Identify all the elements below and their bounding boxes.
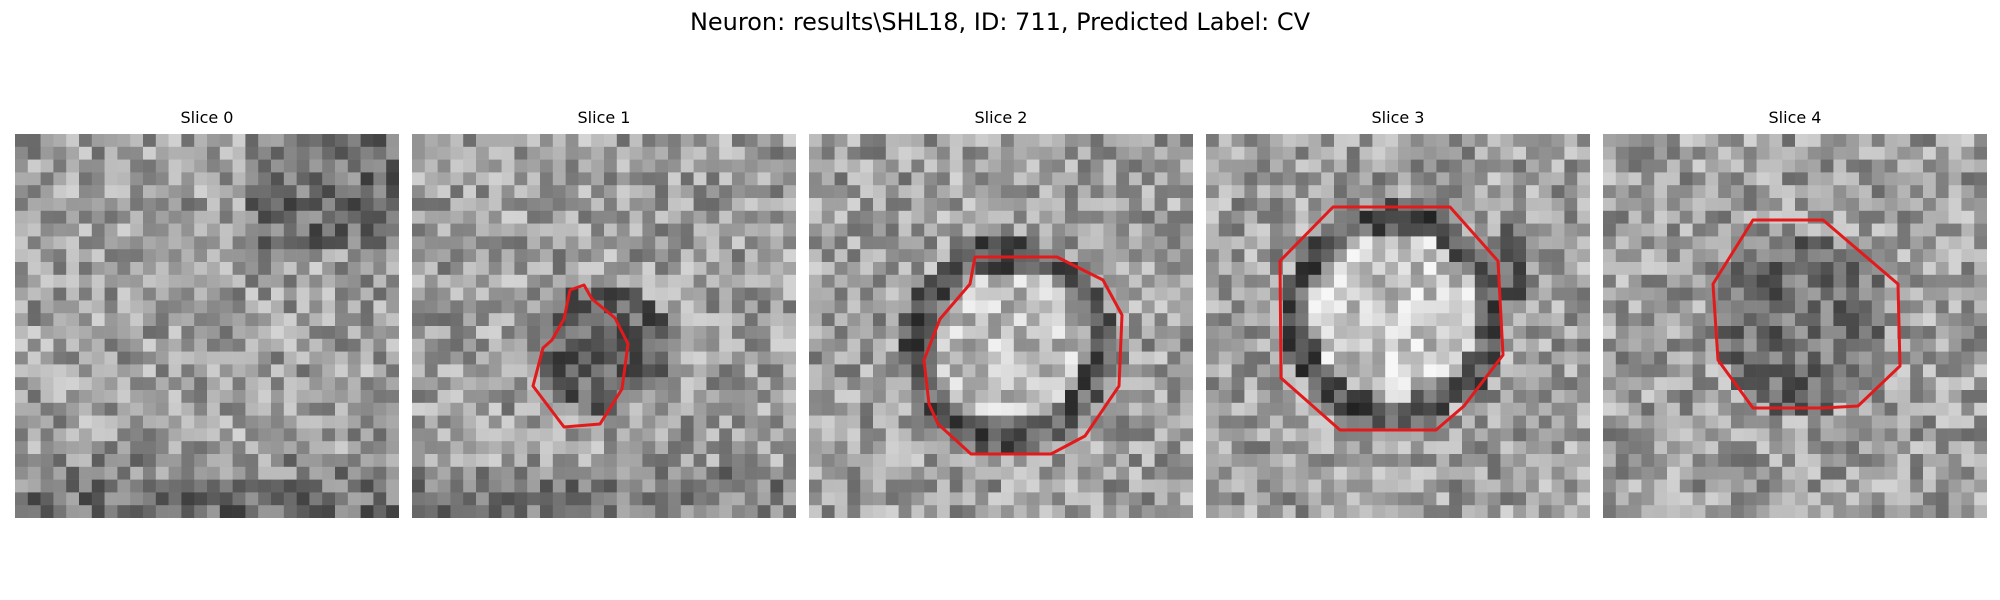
slice-image-3 <box>1206 134 1590 518</box>
slice-title-0: Slice 0 <box>180 108 234 127</box>
contour-outline <box>531 283 630 429</box>
contour-outline <box>922 255 1124 456</box>
slice-image-1 <box>412 134 796 518</box>
slice-image-2 <box>809 134 1193 518</box>
slice-title-1: Slice 1 <box>577 108 631 127</box>
slice-image-4 <box>1603 134 1987 518</box>
contour-outline <box>1711 218 1902 410</box>
slice-title-3: Slice 3 <box>1371 108 1425 127</box>
figure-title: Neuron: results\SHL18, ID: 711, Predicte… <box>689 8 1311 36</box>
contour-outline <box>1278 205 1505 432</box>
slice-title-4: Slice 4 <box>1768 108 1822 127</box>
slice-image-0 <box>15 134 399 518</box>
slice-title-2: Slice 2 <box>974 108 1028 127</box>
